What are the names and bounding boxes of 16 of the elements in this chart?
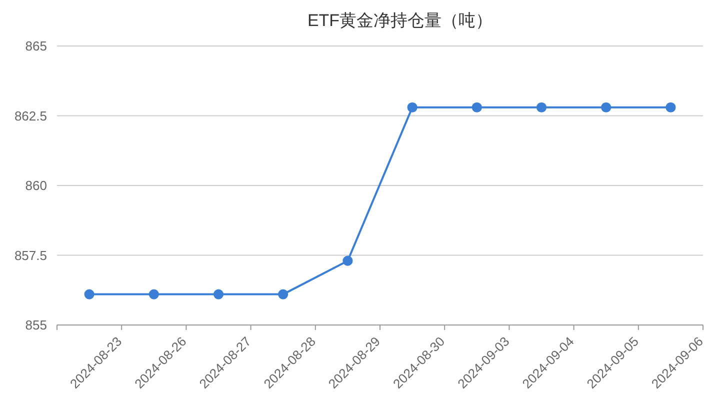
y-tick-label: 855 — [25, 318, 47, 333]
point — [536, 102, 547, 112]
point — [407, 102, 418, 112]
point — [148, 289, 159, 300]
y-tick-label: 862.5 — [14, 108, 47, 124]
point — [342, 256, 353, 266]
y-tick-label: 860 — [25, 178, 47, 194]
point — [278, 289, 288, 300]
point — [601, 102, 612, 112]
point — [213, 289, 224, 300]
chart-title: ETF黄金净持仓量（吨） — [307, 11, 493, 30]
y-tick-label: 865 — [25, 38, 47, 54]
point — [84, 289, 94, 300]
y-tick-label: 857.5 — [14, 248, 47, 263]
point — [666, 102, 676, 112]
point — [472, 102, 482, 112]
